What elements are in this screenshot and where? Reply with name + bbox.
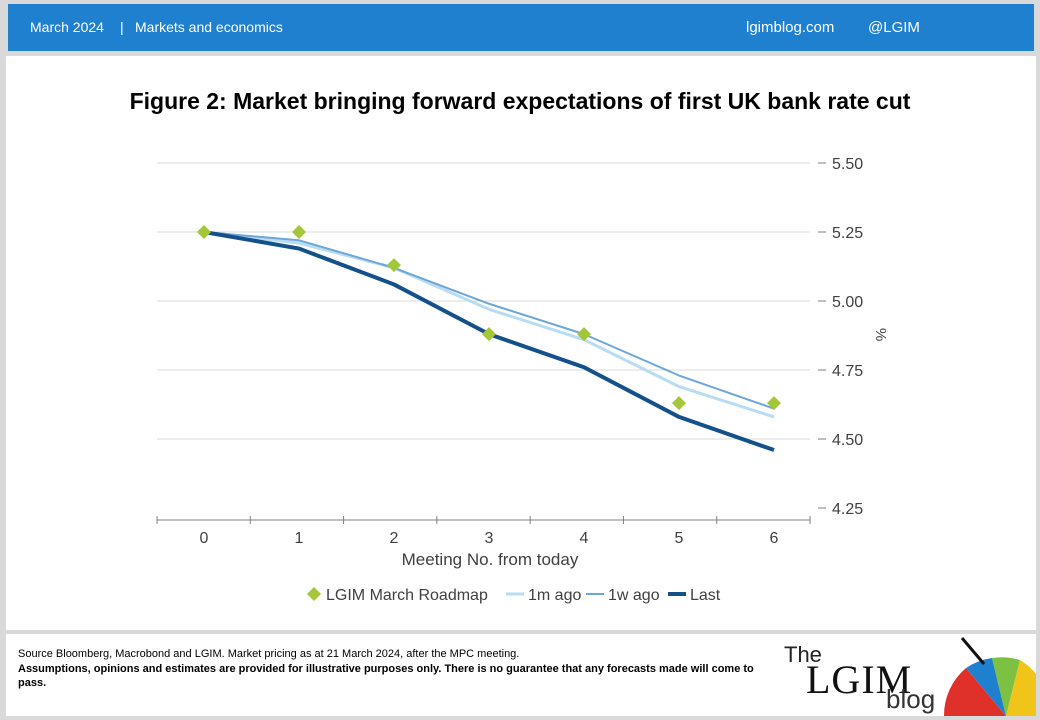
legend-item: 1m ago <box>506 587 581 604</box>
y-axis-label: % <box>872 328 889 341</box>
legend-swatch <box>307 587 321 601</box>
legend-label: 1m ago <box>528 587 581 604</box>
y-tick-label: 5.50 <box>832 156 863 173</box>
roadmap-marker <box>767 396 781 411</box>
y-tick-label: 4.25 <box>832 501 863 518</box>
legend-label: 1w ago <box>608 587 660 604</box>
top-banner: March 2024 | Markets and economics lgimb… <box>8 4 1034 51</box>
roadmap-marker <box>577 327 591 342</box>
x-tick-label: 4 <box>580 530 589 547</box>
disclaimer-note: Assumptions, opinions and estimates are … <box>18 663 754 689</box>
x-tick-label: 1 <box>295 530 304 547</box>
legend-label: Last <box>690 587 721 604</box>
source-note: Source Bloomberg, Macrobond and LGIM. Ma… <box>18 648 520 660</box>
x-tick-label: 6 <box>770 530 779 547</box>
category-label: Markets and economics <box>135 19 283 35</box>
legend-item: 1w ago <box>586 587 660 604</box>
roadmap-marker <box>482 327 496 342</box>
x-tick-label: 3 <box>485 530 494 547</box>
chart-panel <box>6 56 1036 630</box>
site-link[interactable]: lgimblog.com <box>746 19 835 36</box>
x-axis: 0 1 2 3 4 5 6 Meeting No. from today <box>156 516 811 569</box>
x-tick-label: 2 <box>390 530 399 547</box>
series-group <box>197 225 781 452</box>
header-separator: | <box>120 19 124 35</box>
figure-title: Figure 2: Market bringing forward expect… <box>129 88 911 114</box>
twitter-handle-link[interactable]: @LGIM <box>868 19 920 36</box>
x-tick-label: 5 <box>675 530 684 547</box>
x-tick-label: 0 <box>200 530 209 547</box>
legend: LGIM March Roadmap 1m ago 1w ago Last <box>307 587 721 604</box>
roadmap-marker <box>197 225 211 239</box>
roadmap-marker <box>292 225 306 239</box>
logo-the-text: The <box>784 642 822 667</box>
x-axis-label: Meeting No. from today <box>402 550 579 569</box>
legend-label: LGIM March Roadmap <box>326 587 488 604</box>
gridlines <box>157 162 810 440</box>
y-tick-label: 4.75 <box>832 363 863 380</box>
y-axis: 5.50 5.25 5.00 4.75 4.50 4.25% <box>818 156 889 518</box>
roadmap-marker <box>387 258 401 273</box>
y-tick-label: 5.25 <box>832 225 863 242</box>
legend-item: Last <box>668 587 721 604</box>
publication-date: March 2024 <box>30 19 104 35</box>
logo-lgim-text: LGIM <box>806 657 913 702</box>
roadmap-marker <box>672 396 686 411</box>
y-tick-label: 4.50 <box>832 432 863 449</box>
legend-item: LGIM March Roadmap <box>307 587 488 604</box>
series-line-1m-ago <box>203 230 775 419</box>
footer: Source Bloomberg, Macrobond and LGIM. Ma… <box>6 634 1036 716</box>
y-tick-label: 5.00 <box>832 294 863 311</box>
umbrella-logo-icon <box>943 637 1036 716</box>
logo-blog-text: blog <box>886 684 936 714</box>
series-line-1w-ago <box>203 231 775 410</box>
